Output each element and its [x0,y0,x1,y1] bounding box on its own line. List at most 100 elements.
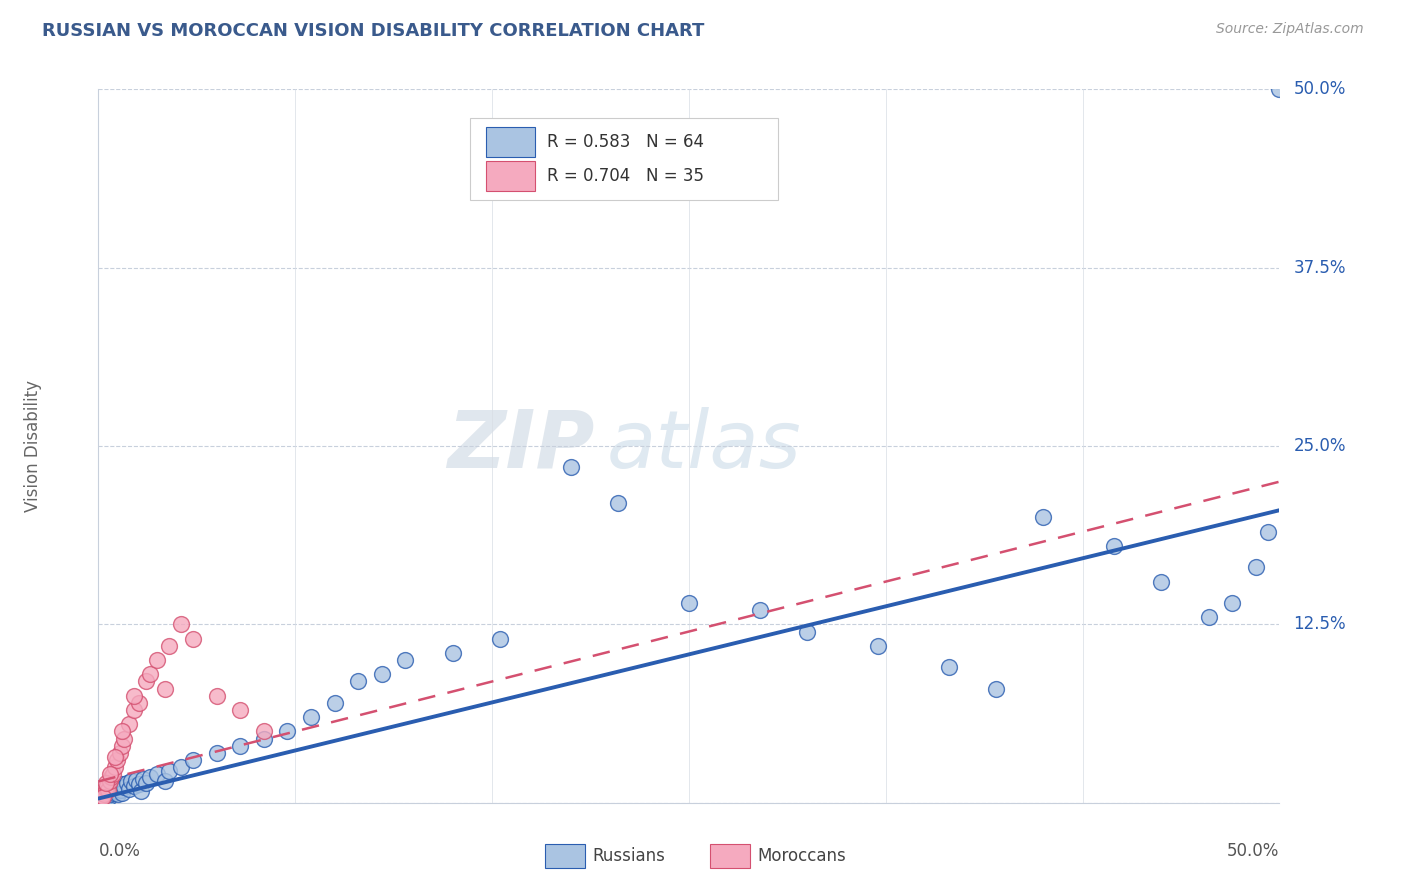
Point [1244,560,1267,574]
Point [560,460,582,475]
Point [105,784,128,798]
Point [115,776,138,790]
Point [111,777,134,791]
Text: Russians: Russians [592,847,665,865]
Point [104,760,127,774]
Point [93,789,115,803]
Point [205,689,228,703]
Point [128,777,150,791]
Point [90,791,112,805]
Point [678,596,700,610]
Point [229,703,252,717]
Text: R = 0.583   N = 64: R = 0.583 N = 64 [547,133,704,151]
Point [111,724,134,739]
Point [91,791,114,805]
Point [94,776,117,790]
Point [1220,596,1243,610]
Point [90,793,112,807]
Point [205,746,228,760]
Point [181,753,204,767]
Point [441,646,464,660]
Point [100,770,122,784]
Point [91,784,114,798]
Point [122,689,145,703]
Point [1032,510,1054,524]
Point [98,784,121,798]
Point [103,786,125,800]
Point [118,717,141,731]
Point [1150,574,1173,589]
Point [170,617,193,632]
Text: Source: ZipAtlas.com: Source: ZipAtlas.com [1216,22,1364,37]
Point [153,774,176,789]
Point [371,667,394,681]
Point [181,632,204,646]
Point [91,789,114,803]
Point [253,724,276,739]
Point [1268,82,1291,96]
Text: atlas: atlas [606,407,801,485]
Text: ZIP: ZIP [447,407,595,485]
Text: RUSSIAN VS MOROCCAN VISION DISABILITY CORRELATION CHART: RUSSIAN VS MOROCCAN VISION DISABILITY CO… [42,22,704,40]
Point [91,790,114,805]
Point [299,710,322,724]
Point [748,603,770,617]
FancyBboxPatch shape [471,118,778,200]
Point [98,790,121,805]
Point [94,781,117,796]
Text: Vision Disability: Vision Disability [24,380,42,512]
Point [101,767,124,781]
Point [108,746,131,760]
Point [112,780,135,794]
Point [170,760,193,774]
Point [100,787,122,801]
Point [489,632,512,646]
FancyBboxPatch shape [546,844,585,869]
Point [139,667,162,681]
Point [132,772,155,786]
Point [323,696,346,710]
Point [97,783,120,797]
Point [938,660,960,674]
Point [866,639,889,653]
Point [91,790,114,805]
Point [122,703,145,717]
Point [122,779,145,793]
Point [111,739,134,753]
Point [105,779,128,793]
Point [94,787,117,801]
Point [276,724,298,739]
Point [101,783,124,797]
Point [607,496,630,510]
Point [98,767,121,781]
Point [125,772,148,787]
Point [347,674,370,689]
Point [1102,539,1125,553]
Point [121,774,143,789]
Point [110,783,132,797]
Text: 25.0%: 25.0% [1294,437,1346,455]
FancyBboxPatch shape [486,127,536,157]
Point [146,767,169,781]
Point [128,696,150,710]
Point [796,624,818,639]
Point [1257,524,1279,539]
Point [108,781,131,796]
Point [96,789,118,803]
Point [98,781,121,796]
Point [135,674,157,689]
Point [984,681,1007,696]
Point [1198,610,1220,624]
Point [139,770,162,784]
Point [157,764,180,779]
Point [229,739,252,753]
Point [105,753,128,767]
Point [394,653,416,667]
Point [104,780,127,794]
Text: 50.0%: 50.0% [1294,80,1346,98]
Point [98,774,121,789]
Text: 50.0%: 50.0% [1227,842,1279,860]
Point [146,653,169,667]
Point [153,681,176,696]
Text: 37.5%: 37.5% [1294,259,1346,277]
